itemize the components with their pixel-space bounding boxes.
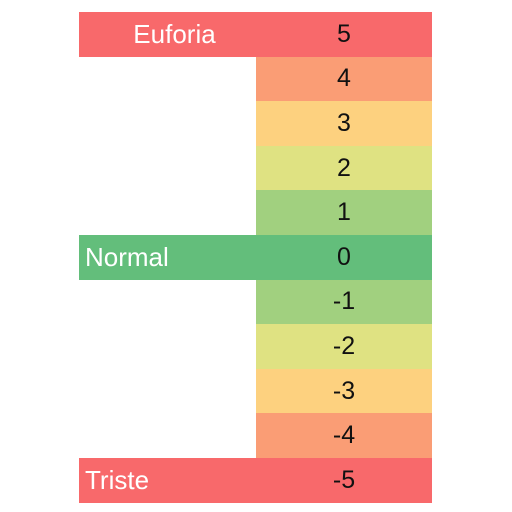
scale-row-4: 4 xyxy=(79,56,432,102)
scale-row-3: 3 xyxy=(79,101,432,146)
scale-row-minus-3: -3 xyxy=(79,368,432,414)
scale-row-1: 1 xyxy=(79,190,432,235)
label-empty xyxy=(79,324,256,369)
mood-scale: Euforia 5 4 3 2 1 Normal 0 -1 -2 -3 -4 T… xyxy=(79,12,432,503)
label-normal: Normal xyxy=(79,234,256,280)
scale-row-minus-5: Triste -5 xyxy=(79,457,432,503)
label-empty xyxy=(79,369,256,414)
value-minus-5: -5 xyxy=(256,457,432,503)
value-minus-1: -1 xyxy=(256,279,432,325)
value-minus-2: -2 xyxy=(256,324,432,369)
label-euforia: Euforia xyxy=(79,12,256,57)
value-1: 1 xyxy=(256,190,432,235)
label-empty xyxy=(79,413,256,458)
value-minus-4: -4 xyxy=(256,413,432,458)
value-5: 5 xyxy=(256,12,432,57)
scale-row-5: Euforia 5 xyxy=(79,12,432,57)
value-2: 2 xyxy=(256,145,432,191)
scale-row-minus-4: -4 xyxy=(79,413,432,458)
value-4: 4 xyxy=(256,56,432,102)
scale-row-2: 2 xyxy=(79,145,432,191)
value-minus-3: -3 xyxy=(256,368,432,414)
scale-row-minus-2: -2 xyxy=(79,324,432,369)
value-0: 0 xyxy=(256,234,432,280)
scale-row-0: Normal 0 xyxy=(79,234,432,280)
label-triste: Triste xyxy=(79,457,256,503)
scale-row-minus-1: -1 xyxy=(79,279,432,325)
label-empty xyxy=(79,101,256,146)
value-3: 3 xyxy=(256,101,432,146)
label-empty xyxy=(79,190,256,235)
label-empty xyxy=(79,57,256,102)
label-empty xyxy=(79,146,256,191)
label-empty xyxy=(79,280,256,325)
